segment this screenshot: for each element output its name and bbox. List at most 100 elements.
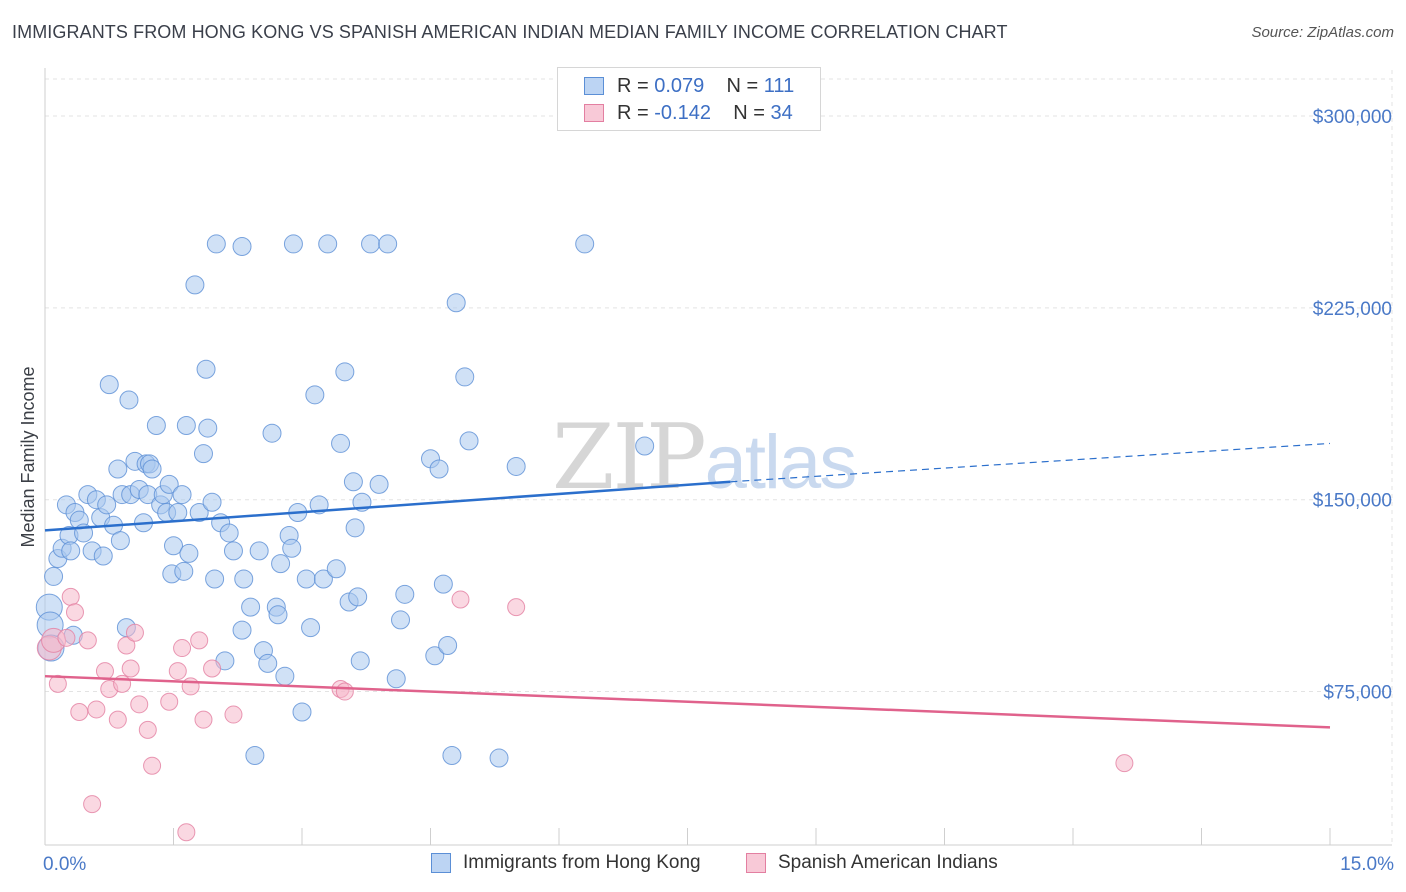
hong-kong-point [185,275,205,295]
spanish-american-indians-point [87,700,106,719]
spanish-american-indians-trend-line [44,674,1331,729]
hong-kong-point [446,293,466,313]
hong-kong-point [301,618,321,638]
legend-swatch-pink [584,104,604,122]
hong-kong-point [241,597,261,617]
hong-kong-point [489,748,509,768]
y-tick-label: $225,000 [1313,299,1392,320]
x-tick-label: 15.0% [1340,854,1394,875]
hong-kong-point [245,745,265,765]
hong-kong-point [335,362,355,382]
hong-kong-point [635,436,655,456]
spanish-american-indians-point [61,587,80,606]
series-legend: Immigrants from Hong Kong Spanish Americ… [0,852,1406,878]
hong-kong-point [142,459,162,479]
hong-kong-point [318,234,338,254]
hong-kong-point [61,541,81,561]
spanish-american-indians-point [507,598,526,617]
r-value: 0.079 [654,75,705,97]
hong-kong-point [395,584,415,604]
hong-kong-point [429,459,449,479]
y-axis-label: Median Family Income [18,366,38,547]
hong-kong-point [262,423,282,443]
n-label: N = [733,102,771,124]
spanish-american-indians-point [130,695,149,714]
legend-label-hong-kong: Immigrants from Hong Kong [463,852,701,873]
hong-kong-point [361,234,381,254]
x-tick-label: 0.0% [43,854,86,875]
spanish-american-indians-point [143,756,162,775]
spanish-american-indians-point [108,710,127,729]
hong-kong-point [93,546,113,566]
hong-kong-point [97,495,117,515]
hong-kong-point [326,559,346,579]
hong-kong-point [249,541,269,561]
hong-kong-point [99,375,119,395]
hong-kong-point [283,234,303,254]
hong-kong-point [313,569,333,589]
hong-kong-point [189,502,209,522]
n-value: 111 [763,75,795,97]
correlation-legend: R = 0.079 N = 111 R = -0.142 N = 34 [557,67,821,131]
hong-kong-trend-line [44,480,731,532]
hong-kong-point [234,569,254,589]
hong-kong-point [202,492,222,512]
spanish-american-indians-point [177,823,196,842]
hong-kong-point [442,745,462,765]
hong-kong-point [433,574,453,594]
spanish-american-indians-point [121,659,140,678]
y-tick-label: $150,000 [1313,491,1392,512]
hong-kong-point [459,431,479,451]
hong-kong-point [369,474,389,494]
spanish-american-indians-point [160,692,179,711]
hong-kong-point [219,523,239,543]
hong-kong-point [455,367,475,387]
hong-kong-point [575,234,595,254]
spanish-american-indians-point [181,677,200,696]
hong-kong-point [282,538,302,558]
hong-kong-point [506,456,526,476]
legend-stats-spanish-american-indians: R = -0.142 N = 34 [617,102,793,125]
watermark-atlas: atlas [704,420,858,505]
trend-lines [44,442,1331,729]
hong-kong-point [119,390,139,410]
hong-kong-point [179,543,199,563]
data-points [35,234,1134,842]
hong-kong-point [345,518,365,538]
hong-kong-point [176,416,196,436]
hong-kong-point [198,418,218,438]
hong-kong-point [232,620,252,640]
hong-kong-point [193,444,213,464]
spanish-american-indians-point [190,631,209,650]
n-label: N = [726,75,764,97]
hong-kong-point [174,561,194,581]
hong-kong-point [110,531,130,551]
legend-swatch-blue [431,853,451,873]
hong-kong-point [268,605,288,625]
spanish-american-indians-point [83,795,102,814]
tick-labels: $75,000 $150,000 $225,000 $300,000 0.0% 15.0% [43,107,1394,875]
spanish-american-indians-point [78,631,97,650]
hong-kong-point [223,541,243,561]
hong-kong-point [232,236,252,256]
hong-kong-point [292,702,312,722]
legend-swatch-blue [584,77,604,95]
spanish-american-indians-point [65,603,84,622]
spanish-american-indians-point [138,720,157,739]
spanish-american-indians-point [1115,754,1134,773]
hong-kong-point [331,433,351,453]
hong-kong-point [348,587,368,607]
spanish-american-indians-point [194,710,213,729]
hong-kong-point [164,536,183,556]
spanish-american-indians-point [57,628,76,647]
hong-kong-point [159,474,179,494]
hong-kong-point [350,651,370,671]
hong-kong-point [386,669,406,689]
y-tick-label: $300,000 [1313,107,1392,128]
spanish-american-indians-point [95,662,114,681]
spanish-american-indians-point [224,705,243,724]
r-label: R = [617,102,655,124]
hong-kong-point [108,459,128,479]
hong-kong-trend-extension [730,442,1331,483]
